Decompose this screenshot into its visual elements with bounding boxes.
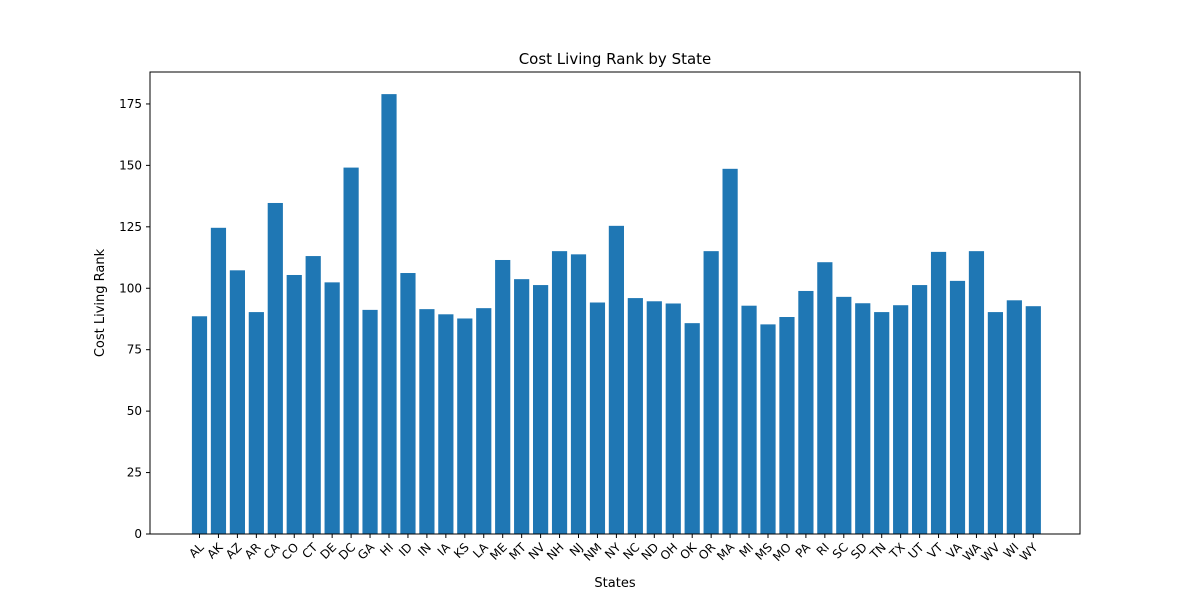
bar-ut [912,285,928,534]
bar-sc [836,296,852,534]
bar-va [949,280,966,534]
bar-me [495,259,511,534]
bar-ct [305,256,321,534]
y-tick-label: 25 [127,466,142,480]
bar-ma [722,168,738,534]
bar-ok [684,323,700,534]
bar-ny [608,225,624,534]
bar-ms [760,324,776,534]
bar-in [419,309,435,534]
bar-ca [267,202,283,535]
y-tick-label: 175 [119,97,142,111]
chart-title: Cost Living Rank by State [519,50,712,68]
bar-sd [855,303,871,534]
bar-oh [665,303,681,534]
bar-mi [741,305,757,534]
y-tick-label: 75 [127,343,142,357]
bar-mo [779,317,795,534]
y-tick-label: 0 [134,527,142,541]
bar-nm [589,302,606,534]
x-axis-label: States [594,576,635,591]
bar-wy [1025,306,1041,534]
y-axis-label: Cost Living Rank [93,248,108,357]
bar-ia [438,314,454,534]
plot-frame [149,71,1081,535]
bar-ga [362,309,378,534]
y-axis-ticks: 0 25 50 75 100 125 150 175 [119,97,150,541]
bar-wi [1006,300,1022,534]
y-tick-label: 150 [119,158,142,172]
bar-mt [514,279,530,534]
bar-dc [343,167,359,534]
bar-ks [457,318,473,534]
bar-nc [627,298,643,534]
bar-ri [817,262,833,534]
bar-tn [874,312,890,534]
y-tick-label: 125 [119,220,142,234]
bar-id [400,273,416,534]
bar-co [286,274,302,534]
bar-nv [533,285,549,534]
bar-nj [570,254,587,534]
bar-vt [930,251,947,534]
bar-tx [893,305,909,534]
bar-al [191,316,208,534]
bars-group [191,94,1041,535]
bar-wa [968,251,985,534]
bar-nh [551,251,568,534]
bar-de [324,282,340,534]
bar-wv [987,312,1003,534]
y-tick-label: 100 [119,281,142,295]
bar-ak [210,227,227,535]
bar-pa [798,290,814,534]
bar-la [476,308,492,534]
bar-ar [248,312,264,534]
bar-az [229,270,245,534]
bar-or [703,251,719,534]
bar-hi [381,94,397,535]
bar-nd [646,301,662,534]
y-tick-label: 50 [127,404,142,418]
